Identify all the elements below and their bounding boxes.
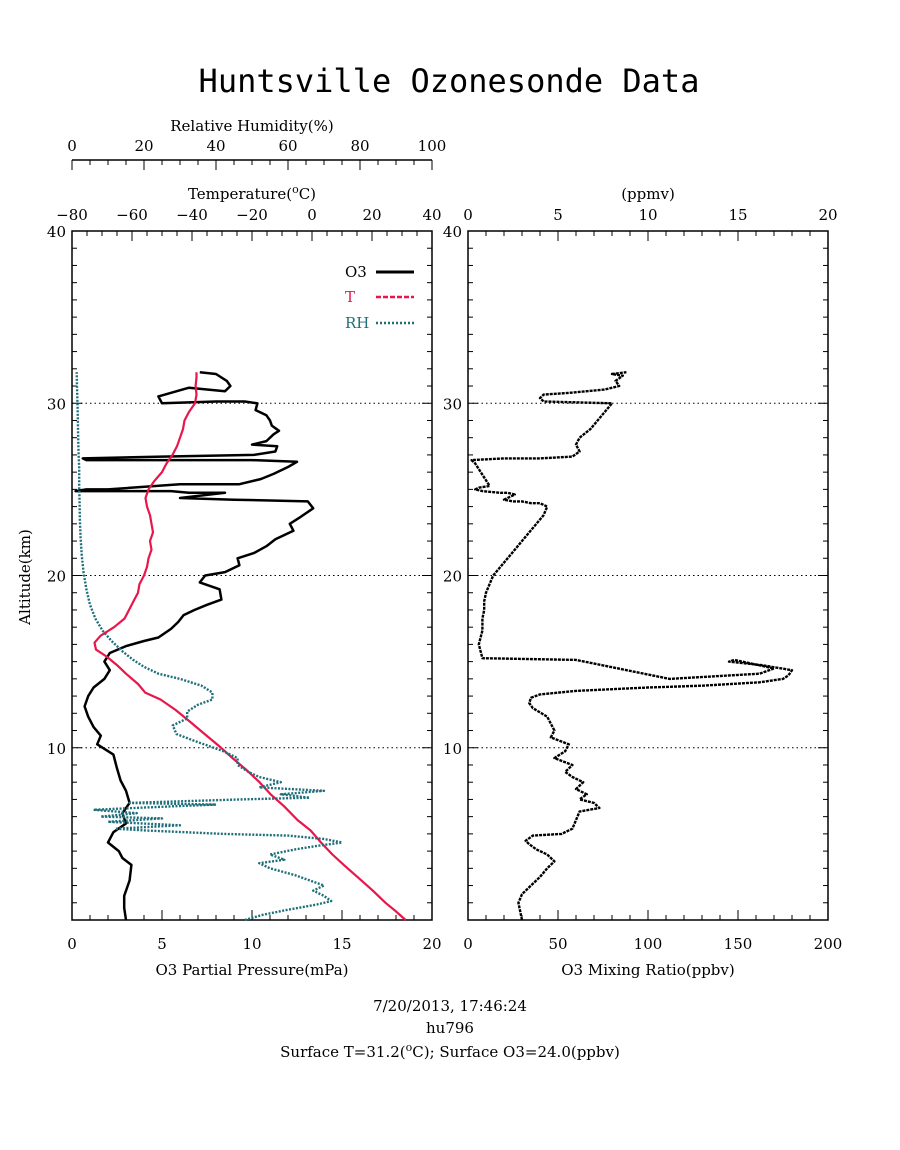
left-xtick-label: 5 bbox=[157, 935, 167, 953]
right-ytick-label: 10 bbox=[443, 740, 462, 758]
rh-xtick-label: 40 bbox=[206, 137, 225, 155]
ppmv-axis-label: (ppmv) bbox=[621, 185, 675, 203]
right-xtick-label: 150 bbox=[724, 935, 753, 953]
legend-label-rh: RH bbox=[345, 314, 369, 332]
right-xtick-label: 200 bbox=[814, 935, 843, 953]
right-xtick-label: 20 bbox=[818, 206, 837, 224]
left-xtick-label: 0 bbox=[307, 206, 317, 224]
left-xtick-label: −40 bbox=[176, 206, 208, 224]
right-xtick-label: 0 bbox=[463, 206, 473, 224]
left-series-t bbox=[93, 372, 407, 921]
right-series-o3 bbox=[470, 371, 794, 921]
left-series-o3 bbox=[74, 370, 315, 921]
left-xtick-label: 20 bbox=[422, 935, 441, 953]
left-xtick-label: 10 bbox=[242, 935, 261, 953]
rh-axis-label: Relative Humidity(%) bbox=[170, 117, 333, 135]
left-xtick-label: 15 bbox=[332, 935, 351, 953]
left-xtick-label: 0 bbox=[67, 935, 77, 953]
left-ytick-label: 40 bbox=[47, 223, 66, 241]
rh-xtick-label: 20 bbox=[134, 137, 153, 155]
right-ytick-label: 40 bbox=[443, 223, 462, 241]
left-xtick-label: −20 bbox=[236, 206, 268, 224]
footer-surface: Surface T=31.2(oC); Surface O3=24.0(ppbv… bbox=[280, 1041, 620, 1061]
rh-xtick-label: 80 bbox=[350, 137, 369, 155]
left-xtick-label: −60 bbox=[116, 206, 148, 224]
chart-title: Huntsville Ozonesonde Data bbox=[199, 62, 700, 100]
o3-mixing-ratio-axis-label: O3 Mixing Ratio(ppbv) bbox=[561, 961, 734, 979]
left-xtick-label: 40 bbox=[422, 206, 441, 224]
right-xtick-label: 50 bbox=[548, 935, 567, 953]
altitude-axis-label: Altitude(km) bbox=[16, 529, 34, 626]
right-xtick-label: 100 bbox=[634, 935, 663, 953]
rh-xtick-label: 60 bbox=[278, 137, 297, 155]
left-xtick-label: 20 bbox=[362, 206, 381, 224]
legend-label-t: T bbox=[345, 288, 355, 306]
right-ytick-label: 20 bbox=[443, 568, 462, 586]
legend-label-o3: O3 bbox=[345, 263, 367, 281]
left-ytick-label: 30 bbox=[47, 395, 66, 413]
left-ytick-label: 20 bbox=[47, 568, 66, 586]
right-xtick-label: 10 bbox=[638, 206, 657, 224]
left-panel: 10 20 30 40 0 5 10 15 20 −80 −60 −40 −20 0 20 40 0 20 40 60… bbox=[47, 137, 446, 953]
legend: O3 T RH bbox=[345, 263, 414, 332]
right-xtick-label: 5 bbox=[553, 206, 563, 224]
left-ytick-label: 10 bbox=[47, 740, 66, 758]
left-series-rh bbox=[75, 372, 344, 922]
right-xtick-label: 0 bbox=[463, 935, 473, 953]
footer-datetime: 7/20/2013, 17:46:24 bbox=[373, 997, 527, 1015]
right-ytick-label: 30 bbox=[443, 395, 462, 413]
right-xtick-label: 15 bbox=[728, 206, 747, 224]
rh-xtick-label: 100 bbox=[418, 137, 447, 155]
o3-partial-pressure-axis-label: O3 Partial Pressure(mPa) bbox=[155, 961, 348, 979]
rh-xtick-label: 0 bbox=[67, 137, 77, 155]
footer-station: hu796 bbox=[426, 1019, 474, 1037]
left-xtick-label: −80 bbox=[56, 206, 88, 224]
temperature-axis-label: Temperature(oC) bbox=[188, 183, 316, 203]
